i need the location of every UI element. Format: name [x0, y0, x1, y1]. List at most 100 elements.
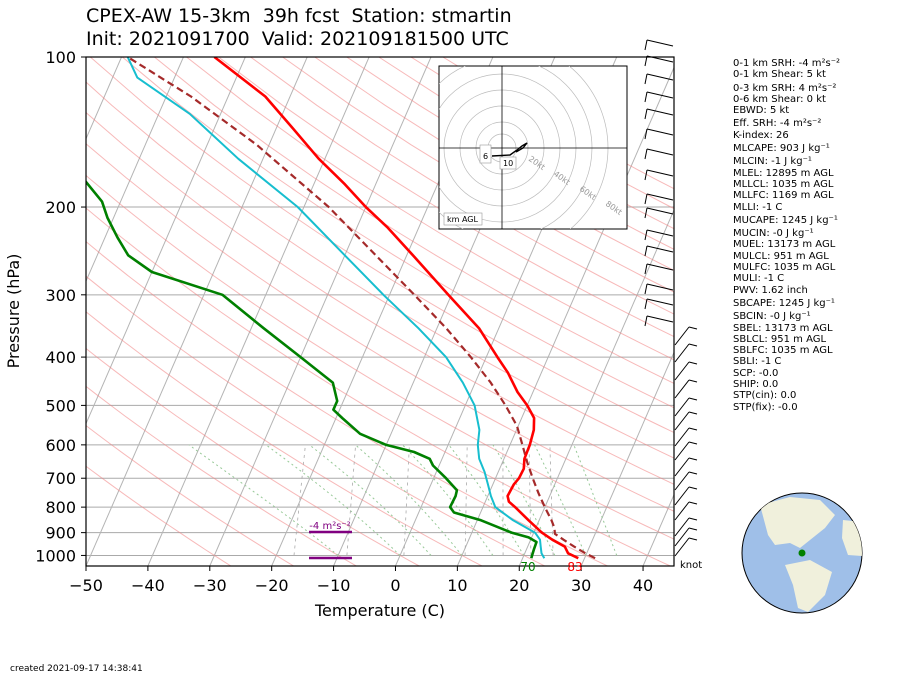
wind-barb-shaft	[646, 263, 674, 271]
wind-barb-flag	[644, 39, 648, 51]
south-america-shape	[785, 560, 832, 612]
wind-unit-label: knot	[680, 560, 703, 571]
wind-barb-shaft	[674, 527, 690, 547]
stat-line: SBLCL: 951 m AGL	[733, 333, 827, 345]
dry-adiabat	[86, 143, 674, 512]
hodograph-frame	[438, 65, 628, 230]
dry-adiabat	[86, 207, 671, 566]
x-tick-label: 20	[509, 576, 529, 595]
stat-line: MLCAPE: 903 J kg⁻¹	[733, 143, 830, 155]
dry-adiabat	[154, 57, 674, 384]
stat-line: PWV: 1.62 inch	[733, 284, 808, 296]
wind-barb-flag	[688, 441, 698, 445]
isotherm-line	[456, 66, 674, 566]
y-tick-label: 900	[45, 524, 76, 543]
wind-barb-flag	[644, 193, 648, 205]
plot-frame	[85, 56, 675, 567]
stat-line: MUEL: 13173 m AGL	[733, 239, 836, 251]
y-tick-label: 300	[45, 286, 76, 305]
stat-line: MUCIN: -0 J kg⁻¹	[733, 228, 814, 240]
wind-barb-flag	[688, 471, 698, 475]
wind-barb-flag	[688, 486, 698, 490]
wind-barb-flag	[688, 517, 698, 521]
moist-adiabat	[265, 444, 401, 556]
wind-barb-shaft	[646, 128, 674, 136]
mixing-ratio-line	[403, 444, 410, 556]
wind-barb-flag	[688, 427, 698, 431]
wind-barb-shaft	[674, 397, 690, 417]
isotherm-line	[86, 57, 308, 566]
stat-line: K-index: 26	[733, 129, 789, 141]
wind-barb-shaft	[674, 343, 690, 363]
wind-barb-shaft	[646, 229, 674, 237]
wind-barb-shaft	[646, 148, 674, 156]
moist-adiabat	[402, 444, 494, 556]
wind-barb-flag	[644, 108, 648, 120]
moist-adiabat	[534, 444, 587, 556]
surface-temperature-label: 83	[567, 560, 582, 574]
wind-barb-shaft	[646, 108, 674, 116]
isotherm-line	[209, 57, 432, 566]
stat-line: STP(cin): 0.0	[733, 390, 797, 402]
wind-barb-flag	[644, 229, 648, 241]
dry-adiabat	[86, 385, 357, 566]
wind-barb-shaft	[674, 517, 690, 537]
moist-adiabat	[448, 444, 525, 556]
isotherm-line	[86, 57, 184, 283]
dry-adiabat	[86, 111, 674, 485]
wind-barb-flag	[644, 283, 648, 295]
hodograph-axis-label: km AGL	[447, 215, 479, 224]
wind-barb-flag	[644, 298, 648, 310]
dry-adiabat	[250, 57, 674, 315]
y-tick-label: 800	[45, 498, 76, 517]
y-tick-label: 600	[45, 436, 76, 455]
wind-barb-shaft	[674, 441, 690, 461]
x-tick-label: 40	[633, 576, 653, 595]
wind-barb-flag	[644, 55, 648, 67]
wind-barb-flag	[688, 326, 698, 330]
stat-line: SBLFC: 1035 m AGL	[733, 345, 833, 357]
stat-line: 0-1 km Shear: 5 kt	[733, 69, 826, 81]
x-axis-label: Temperature (C)	[314, 601, 445, 620]
wind-barb-flag	[644, 91, 648, 103]
stat-line: MLLCL: 1035 m AGL	[733, 178, 834, 190]
wind-barb-shaft	[646, 169, 674, 177]
dry-adiabat	[86, 465, 232, 566]
isotherm-line	[86, 57, 246, 425]
srh-label: -4 m²s⁻²	[309, 521, 350, 532]
wind-barb-flag	[644, 315, 648, 327]
stat-line: 0-3 km SRH: 4 m²s⁻²	[733, 82, 837, 94]
y-tick-label: 500	[45, 396, 76, 415]
temperature-trace	[213, 57, 579, 560]
wind-barb-shaft	[674, 326, 690, 346]
isotherm-line	[147, 57, 370, 566]
wind-barb-shaft	[646, 283, 674, 291]
location-globe	[741, 492, 863, 614]
wind-barb-flag	[688, 457, 698, 461]
hodograph-legend-box	[443, 212, 483, 226]
station-marker	[798, 549, 806, 557]
wind-barb-flag	[644, 263, 648, 275]
chart-title-line1: CPEX-AW 15-3km 39h fcst Station: stmarti…	[86, 5, 512, 27]
axes: −50 −40 −30 −20 −10 0 10 20 30 40 100 200 300 400 500 6…	[4, 48, 653, 620]
moist-adiabat	[188, 444, 339, 556]
chart-title-line2: Init: 2021091700 Valid: 202109181500 UTC	[86, 28, 509, 50]
moist-adiabat	[309, 444, 432, 556]
dry-adiabat	[86, 424, 294, 566]
globe-land	[760, 497, 862, 612]
srh-indicator: -4 m²s⁻²	[309, 521, 352, 560]
wind-barb-flag	[688, 411, 698, 415]
north-america-shape	[760, 497, 835, 548]
dry-adiabat	[314, 57, 674, 272]
profiles	[86, 57, 596, 560]
wind-barb-shaft	[646, 55, 674, 63]
wind-barbs	[644, 39, 698, 557]
stat-line: SBLI: -1 C	[733, 356, 782, 368]
stat-line: MULI: -1 C	[733, 273, 785, 285]
stat-line: MLLFC: 1169 m AGL	[733, 190, 834, 202]
stat-line: Eff. SRH: -4 m²s⁻²	[733, 118, 822, 130]
dry-adiabat	[89, 57, 674, 434]
y-tick-label: 100	[45, 48, 76, 67]
wind-barb-shaft	[646, 39, 674, 47]
